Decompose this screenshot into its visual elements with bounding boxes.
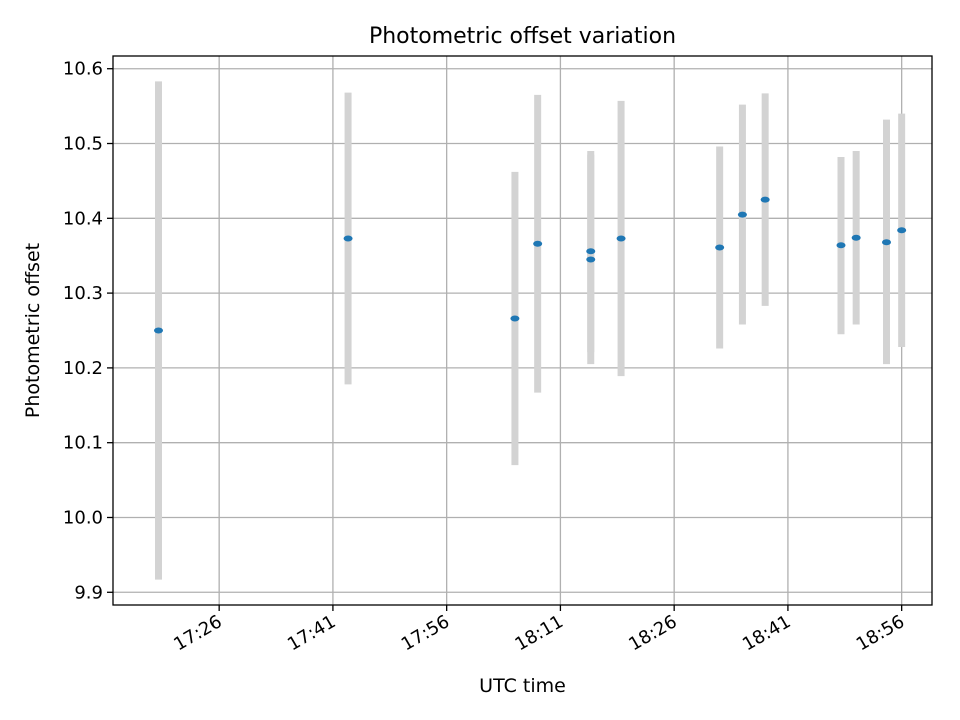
data-points <box>154 196 907 334</box>
data-point <box>715 244 725 251</box>
data-point <box>836 242 846 249</box>
y-tick-label: 10.4 <box>63 208 103 229</box>
plot-frame <box>112 55 933 606</box>
y-axis-label: Photometric offset <box>22 243 44 418</box>
data-point <box>897 227 907 234</box>
y-tick-label: 10.2 <box>63 358 103 379</box>
y-tick-label: 10.6 <box>63 59 103 80</box>
data-point <box>586 256 596 263</box>
x-axis-label: UTC time <box>479 675 566 697</box>
data-point <box>851 234 861 241</box>
data-point <box>154 327 163 334</box>
data-point <box>586 248 596 255</box>
data-point <box>760 196 770 203</box>
y-tick-label: 10.0 <box>63 507 103 528</box>
data-point <box>882 239 891 246</box>
y-tick-label: 9.9 <box>74 582 103 603</box>
chart-title: Photometric offset variation <box>369 24 676 49</box>
y-tick-label: 10.3 <box>63 283 103 304</box>
y-tick-label: 10.1 <box>63 433 103 454</box>
plot-area <box>113 56 932 605</box>
data-point <box>616 235 626 242</box>
data-point <box>343 235 353 242</box>
data-point <box>533 240 543 247</box>
y-axis-ticks: 9.9 10.0 10.1 10.2 10.3 10.4 10.5 10.6 <box>63 59 113 603</box>
y-tick-label: 10.5 <box>63 134 103 155</box>
grid <box>113 56 932 605</box>
data-point <box>510 315 520 322</box>
data-point <box>737 211 747 218</box>
